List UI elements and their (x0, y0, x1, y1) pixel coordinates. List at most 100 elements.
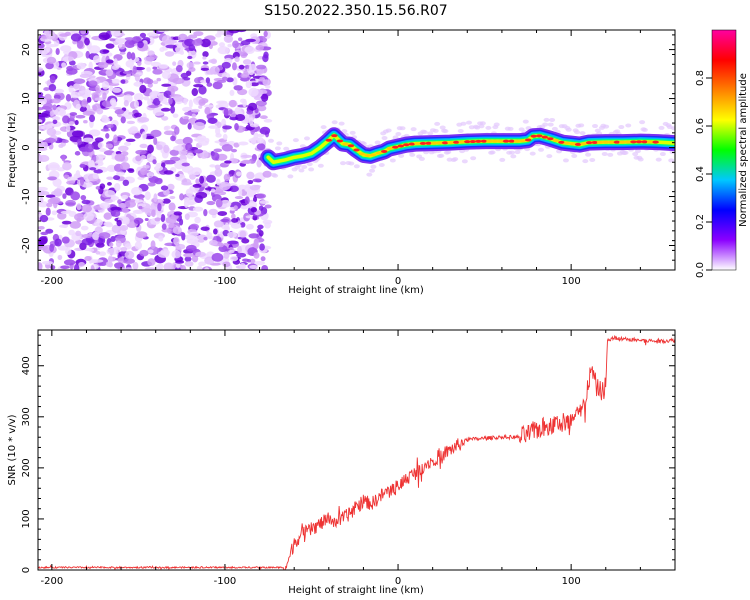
noise-blob (119, 225, 129, 231)
noise-blob (210, 188, 216, 193)
track-halo (582, 159, 589, 164)
noise-blob (240, 76, 250, 82)
y-tick-label: 10 (21, 92, 32, 105)
noise-blob (229, 89, 235, 97)
noise-blob (144, 217, 149, 222)
colorbar-tick-label: 0.0 (695, 262, 706, 278)
noise-blob (124, 267, 133, 270)
noise-blob (134, 73, 140, 82)
noise-blob (146, 135, 155, 140)
noise-blob (195, 191, 208, 199)
noise-blob (91, 259, 104, 263)
noise-blob (69, 112, 78, 116)
noise-blob (221, 61, 231, 69)
noise-blob (163, 144, 170, 154)
noise-blob (182, 136, 193, 145)
colorbar-tick-label: 0.4 (695, 166, 706, 182)
noise-blob (119, 162, 131, 171)
noise-blob (175, 44, 184, 54)
track-halo (574, 130, 581, 135)
noise-blob (134, 132, 142, 139)
noise-blob (135, 149, 147, 155)
noise-blob (147, 258, 156, 266)
noise-blob (187, 201, 194, 206)
noise-blob (157, 202, 162, 212)
noise-blob (206, 200, 216, 206)
noise-blob (122, 70, 134, 75)
noise-blob (38, 154, 50, 162)
noise-blob (183, 116, 190, 120)
colorbar-ticks: 0.0 0.2 0.4 0.6 0.8 (695, 70, 712, 278)
noise-blob (170, 87, 175, 97)
noise-blob (38, 244, 48, 251)
noise-blob (259, 126, 271, 135)
noise-blob (245, 80, 253, 89)
noise-blob (53, 188, 63, 197)
noise-blob (262, 79, 270, 86)
noise-blob (255, 193, 267, 199)
track-halo (470, 156, 477, 161)
noise-blob (226, 77, 234, 83)
signal-peak (530, 134, 537, 138)
noise-blob (78, 262, 85, 267)
noise-blob (183, 253, 195, 258)
signal-peak (502, 139, 510, 143)
noise-blob (212, 81, 223, 90)
noise-blob (57, 254, 63, 260)
noise-blob (242, 59, 252, 65)
noise-blob (253, 240, 259, 249)
noise-blob (152, 69, 163, 75)
noise-blob (187, 55, 193, 60)
noise-blob (223, 173, 231, 182)
noise-blob (38, 201, 49, 208)
noise-blob (185, 188, 194, 197)
signal-peak (331, 134, 338, 138)
noise-blob (220, 218, 230, 223)
noise-blob (122, 179, 130, 187)
noise-blob (38, 262, 43, 270)
noise-blob (147, 50, 155, 57)
noise-blob (107, 255, 113, 264)
noise-blob (50, 265, 56, 270)
y-tick-label: 200 (21, 458, 32, 477)
noise-blob (253, 96, 263, 101)
noise-blob (218, 243, 224, 248)
noise-blob (93, 218, 103, 227)
noise-blob (63, 259, 76, 266)
noise-blob (158, 94, 164, 102)
track-halo (434, 121, 441, 126)
noise-blob (38, 67, 44, 72)
noise-blob (76, 138, 83, 145)
spectrogram-y-label: Frequency (Hz) (7, 112, 18, 188)
colorbar-label: Normalized spectral amplitude (738, 73, 749, 227)
signal-peak (630, 140, 637, 144)
y-tick-label: -20 (21, 237, 32, 253)
noise-blob (92, 172, 99, 180)
colorbar: 0.0 0.2 0.4 0.6 0.8 Normalized spectral ampl… (695, 29, 749, 278)
noise-blob (124, 39, 136, 49)
noise-blob (158, 64, 169, 69)
noise-blob (150, 240, 156, 250)
noise-blob (113, 175, 121, 181)
track-halo (670, 126, 675, 131)
noise-blob (92, 104, 98, 111)
noise-blob (193, 31, 204, 37)
noise-blob (174, 126, 180, 135)
noise-blob (209, 67, 215, 75)
noise-blob (99, 202, 111, 209)
track-halo (618, 125, 625, 130)
signal-peak (441, 141, 449, 145)
noise-blob (213, 148, 223, 153)
figure-title: S150.2022.350.15.56.R07 (264, 3, 447, 19)
noise-blob (240, 51, 248, 59)
noise-blob (188, 34, 198, 39)
noise-blob (139, 249, 149, 257)
track-halo (272, 173, 279, 178)
noise-blob (239, 98, 246, 104)
noise-blob (161, 70, 171, 80)
track-halo (655, 157, 662, 162)
y-tick-label: 0 (21, 567, 32, 573)
track-halo (603, 124, 610, 129)
noise-blob (46, 202, 53, 208)
track-halo (538, 147, 545, 152)
